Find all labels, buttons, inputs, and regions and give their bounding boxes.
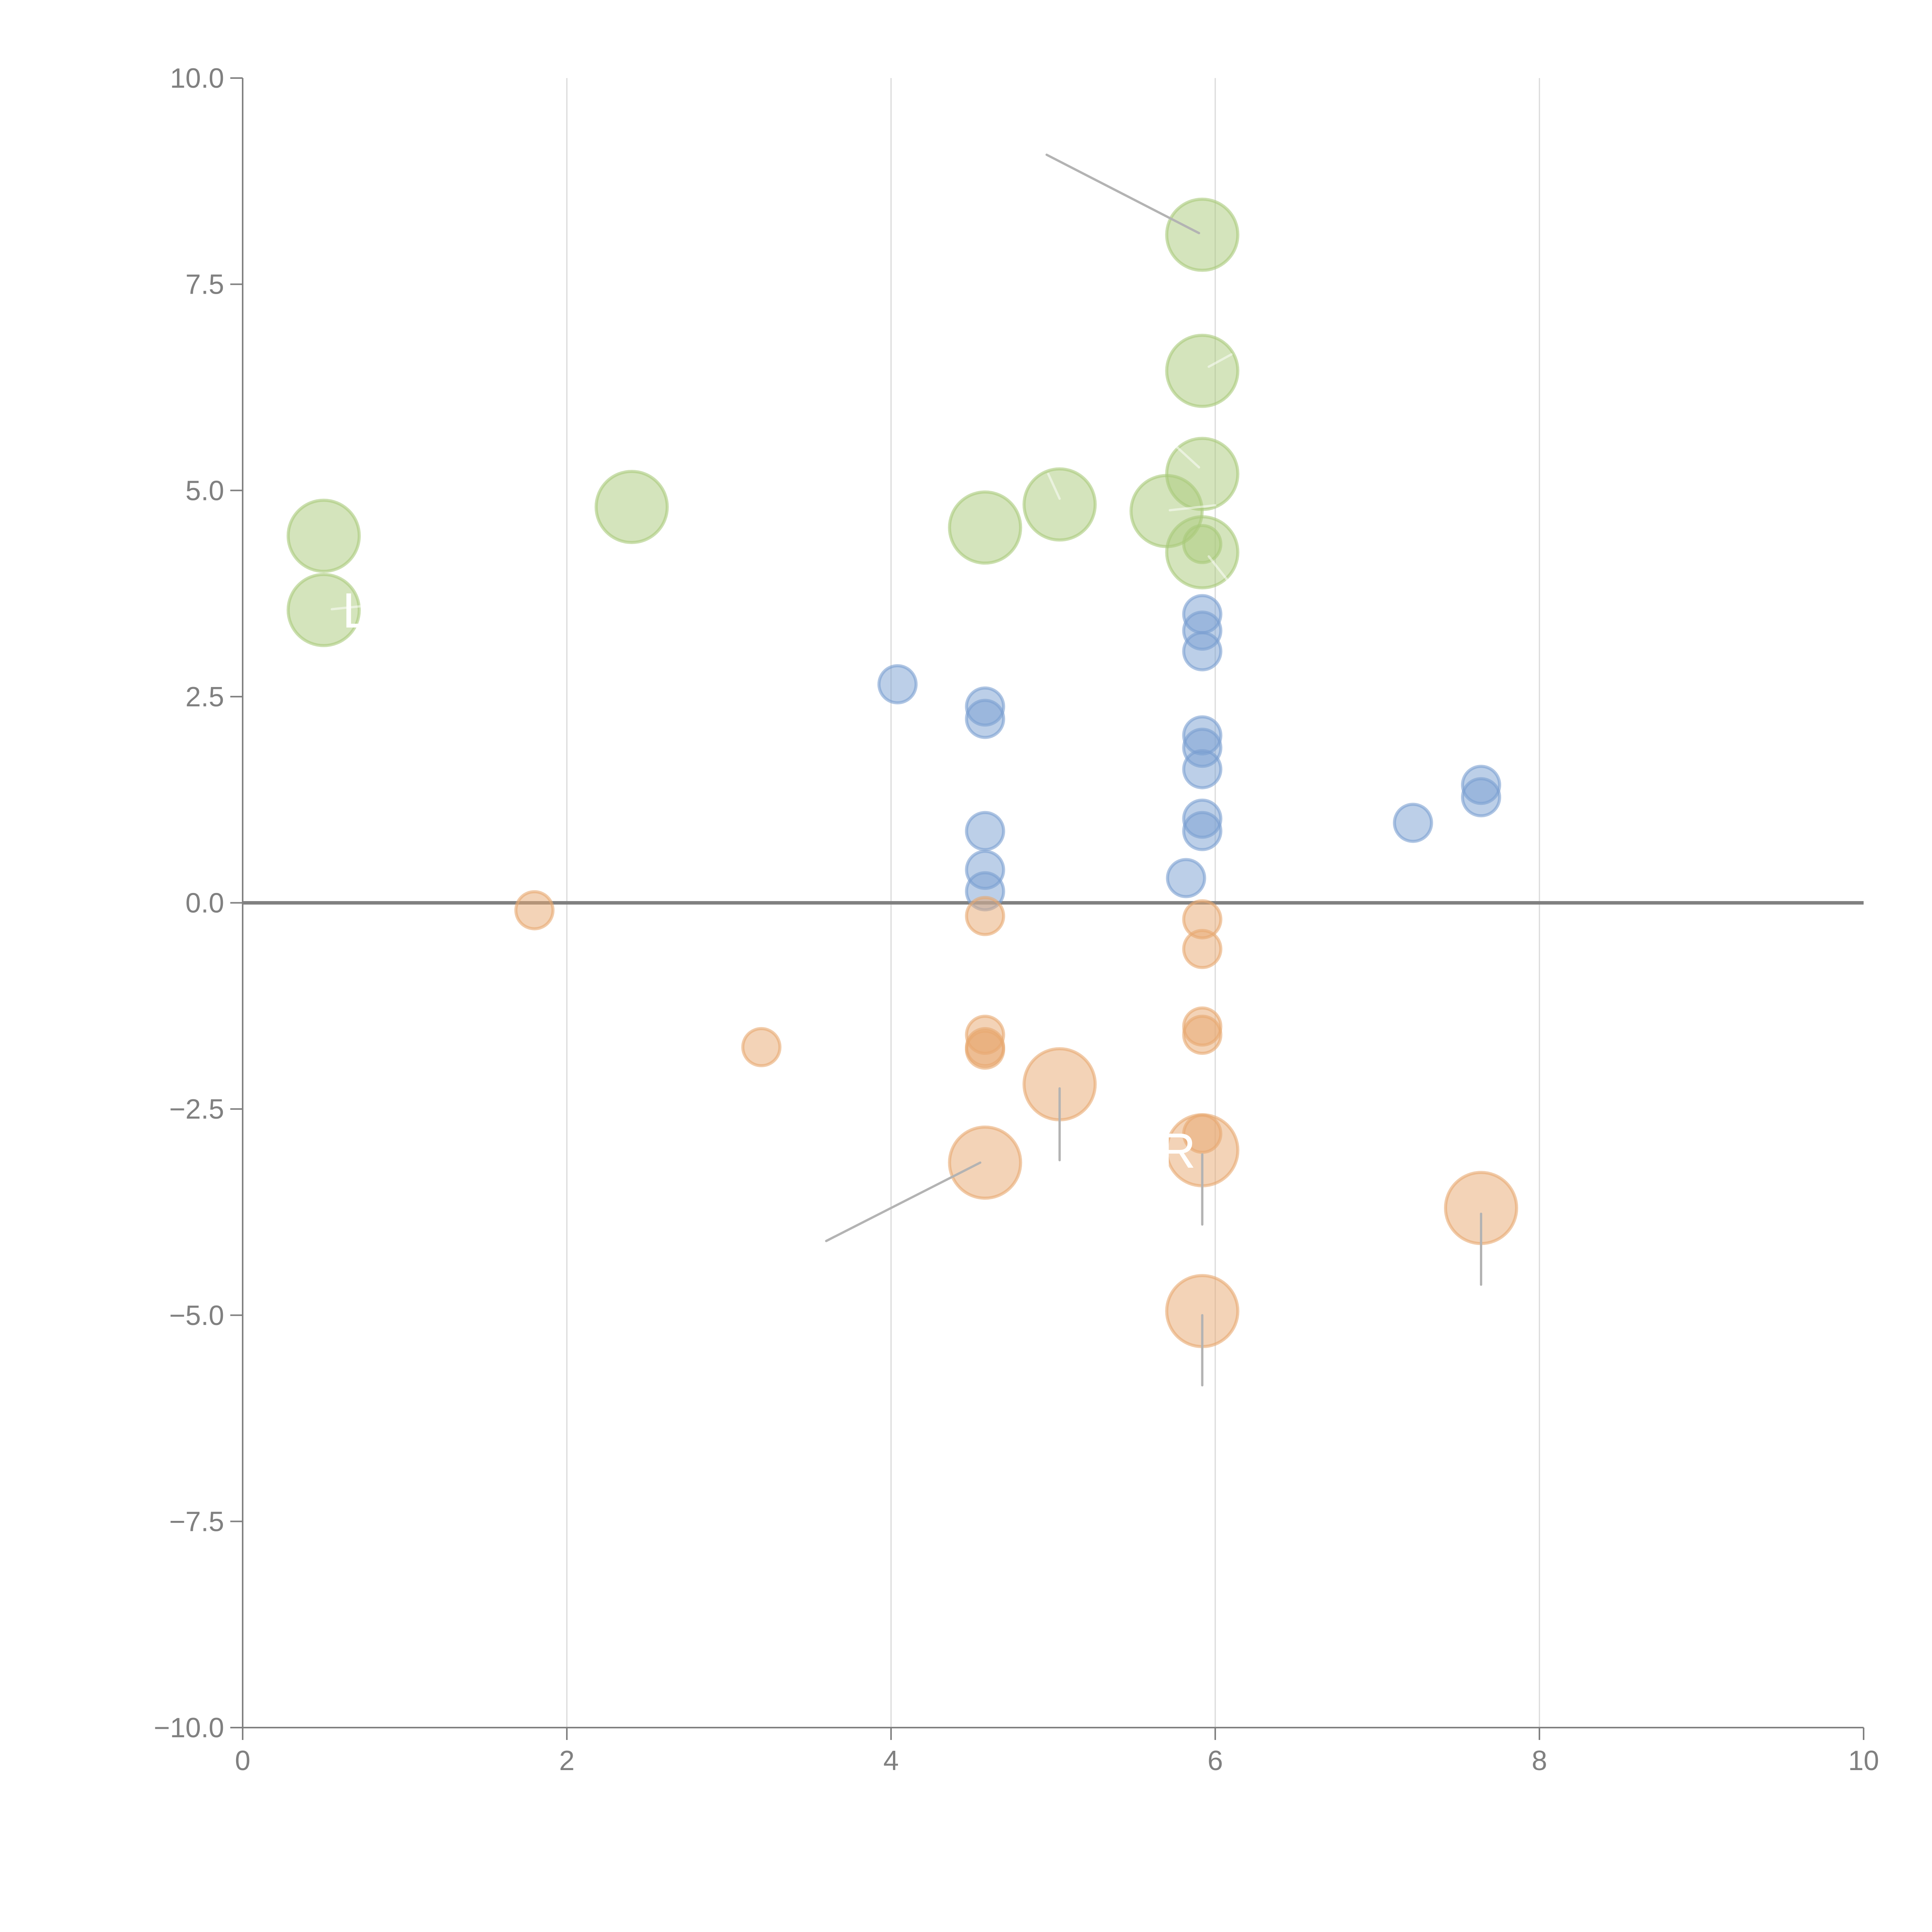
bubble-green [1022, 467, 1097, 542]
leader-line [1168, 504, 1216, 512]
x-tick-label: 8 [1532, 1745, 1547, 1776]
bubble-green [1165, 333, 1240, 408]
x-tick-label: 4 [883, 1745, 899, 1776]
y-tick-label: 0.0 [185, 888, 224, 919]
bubble-blue [1461, 777, 1501, 818]
y-tick-label: 7.5 [185, 269, 224, 300]
leader-lines [330, 153, 1482, 1387]
bubble-orange [1182, 929, 1223, 969]
bubble-green [1165, 197, 1240, 272]
tick-labels: 0 2 4 6 8 10 10.0 7.5 5.0 2.5 0.0 −2.5 −5.0 −7.5 −10.0 [154, 63, 1879, 1776]
bubble-blue [965, 811, 1005, 851]
y-tick-label: −5.0 [169, 1300, 224, 1331]
y-tick-label: −10.0 [154, 1713, 224, 1743]
y-tick-label: 5.0 [185, 475, 224, 506]
x-tick-label: 2 [559, 1745, 575, 1776]
bubble-blue [1393, 803, 1433, 843]
leader-line [1173, 444, 1201, 469]
axes [242, 78, 1864, 1728]
bubble-blue [1182, 811, 1223, 851]
bubble-green [594, 469, 669, 544]
bubble-green [286, 498, 361, 573]
y-tick-label: −7.5 [169, 1506, 224, 1537]
bubble-blue [1166, 858, 1206, 898]
x-tick-label: 0 [235, 1745, 250, 1776]
bubble-orange [965, 896, 1005, 936]
bubble-orange [948, 1125, 1022, 1200]
y-tick-label: −2.5 [169, 1094, 224, 1125]
bubble-orange [965, 1029, 1005, 1070]
leader-line [1045, 153, 1201, 235]
bubble-green [1165, 437, 1240, 511]
bubble-green [1182, 524, 1223, 564]
bubbles [286, 197, 1518, 1349]
leader-line [1208, 353, 1233, 368]
bubble-blue [1182, 749, 1223, 789]
x-tick-label: 6 [1208, 1745, 1223, 1776]
point-label: R [1160, 1123, 1196, 1179]
point-labels: LR [342, 583, 1196, 1179]
leader-line [330, 605, 366, 611]
bubble-green [286, 573, 361, 647]
bubble-blue [877, 664, 918, 704]
bubble-orange [514, 890, 555, 930]
x-tick-label: 10 [1848, 1745, 1879, 1776]
bubble-blue [965, 699, 1005, 739]
leader-line [1047, 473, 1061, 500]
leader-line [1208, 555, 1230, 583]
bubble-blue [1182, 631, 1223, 672]
point-label: L [342, 583, 370, 638]
bubble-orange [741, 1027, 782, 1068]
y-tick-label: 10.0 [170, 63, 224, 94]
leader-line [825, 1161, 981, 1242]
bubble-green [948, 490, 1022, 565]
y-tick-label: 2.5 [185, 682, 224, 713]
bubble-orange [1182, 1015, 1223, 1055]
